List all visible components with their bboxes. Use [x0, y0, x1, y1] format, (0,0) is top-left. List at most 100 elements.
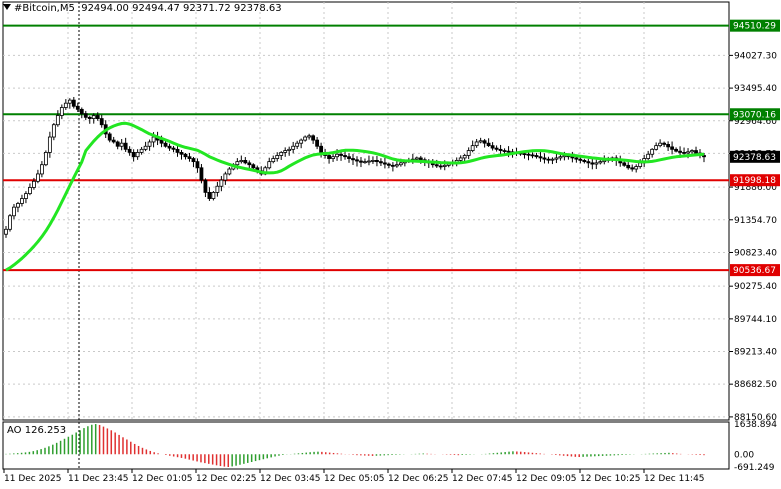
- candle-body: [502, 150, 507, 152]
- moving-average: [5, 121, 705, 272]
- candle-body: [622, 162, 627, 166]
- candle-body: [111, 139, 116, 143]
- candle-body: [143, 145, 148, 150]
- candle-body: [534, 155, 539, 158]
- candle-body: [327, 155, 331, 159]
- candle-body: [227, 168, 232, 175]
- candle-body: [526, 153, 531, 156]
- candle-body: [578, 158, 583, 161]
- candle-body: [12, 206, 16, 217]
- candle-body: [123, 142, 128, 150]
- candle-body: [658, 142, 663, 147]
- candle-body: [494, 147, 499, 150]
- candle-body: [107, 133, 112, 141]
- price-tick-label: 92964.60: [734, 117, 777, 127]
- candle-body: [331, 156, 335, 159]
- candle-body: [394, 164, 399, 167]
- candle-body: [554, 157, 559, 160]
- candle-body: [179, 152, 184, 155]
- candle-body: [438, 165, 443, 168]
- candle-body: [63, 102, 68, 108]
- candle-body: [271, 158, 276, 163]
- candle-body: [91, 115, 96, 119]
- time-tick-label: 12 Dec 03:45: [260, 474, 321, 484]
- ao-tick-label: 0.00: [734, 450, 754, 460]
- candle-body: [211, 191, 216, 199]
- candle-body: [191, 158, 196, 163]
- candle-body: [83, 113, 88, 118]
- candle-body: [183, 153, 188, 158]
- candle-body: [347, 156, 351, 159]
- candle-body: [28, 187, 32, 195]
- candle-body: [339, 153, 343, 156]
- candle-body: [223, 173, 228, 181]
- price-tick-label: 88150.60: [734, 413, 777, 423]
- candle-body: [203, 179, 208, 193]
- level-lines: [3, 24, 729, 272]
- time-tick-label: 12 Dec 05:05: [324, 474, 385, 484]
- price-tick-label: 88682.50: [734, 380, 777, 390]
- candle-body: [686, 151, 690, 154]
- candle-body: [251, 164, 256, 169]
- candle-body: [151, 136, 156, 143]
- candle-body: [546, 158, 551, 161]
- ao-histogram: [5, 424, 705, 467]
- candle-body: [115, 141, 120, 147]
- candle-body: [434, 164, 439, 167]
- candle-body: [466, 150, 471, 156]
- candle-body: [187, 156, 192, 159]
- candle-body: [319, 145, 323, 153]
- candle-body: [87, 116, 92, 119]
- candle-body: [283, 150, 288, 153]
- candle-body: [59, 107, 64, 116]
- candle-body: [55, 115, 60, 126]
- candle-body: [486, 142, 491, 147]
- candle-body: [199, 167, 204, 181]
- candle-body: [379, 161, 383, 164]
- candle-body: [163, 142, 168, 147]
- price-tick-label: 90275.40: [734, 282, 777, 292]
- candle-body: [674, 148, 678, 152]
- candle-body: [478, 140, 483, 143]
- candle-body: [586, 161, 591, 164]
- level-tag-label: 94510.29: [733, 22, 776, 32]
- candle-body: [670, 146, 674, 150]
- candle-body: [558, 156, 563, 159]
- price-tick-label: 94027.30: [734, 51, 777, 61]
- candle-body: [307, 135, 312, 138]
- candle-body: [20, 198, 24, 204]
- candle-body: [16, 203, 20, 208]
- candle-body: [530, 154, 535, 157]
- candle-body: [594, 162, 599, 165]
- candle-body: [219, 179, 224, 187]
- level-tag-bg: [730, 19, 780, 32]
- ao-tick-label: 1638.894: [734, 420, 777, 430]
- candle-body: [590, 162, 595, 165]
- candle-body: [139, 148, 144, 153]
- collapse-triangle-icon[interactable]: [3, 4, 11, 10]
- candle-body: [646, 153, 651, 159]
- ma-line: [5, 121, 705, 272]
- candle-body: [482, 140, 487, 144]
- candle-body: [207, 191, 212, 199]
- candle-body: [598, 161, 603, 164]
- candle-body: [43, 152, 48, 166]
- time-tick-label: 11 Dec 23:45: [68, 474, 129, 484]
- ao-tick-label: -691.249: [734, 463, 775, 473]
- symbol-label: #Bitcoin,M5: [14, 3, 75, 14]
- level-tag-label: 93070.16: [733, 110, 776, 120]
- candle-body: [279, 152, 284, 156]
- price-tick-label: 90823.40: [734, 248, 777, 258]
- candle-body: [99, 118, 104, 126]
- candle-body: [383, 162, 387, 165]
- candle-body: [215, 185, 220, 193]
- candle-body: [414, 157, 419, 160]
- candle-body: [442, 164, 447, 167]
- candle-body: [267, 161, 272, 169]
- candle-body: [79, 108, 84, 115]
- candle-body: [167, 145, 172, 149]
- price-tick-label: 89744.10: [734, 315, 777, 325]
- candle-body: [8, 215, 12, 230]
